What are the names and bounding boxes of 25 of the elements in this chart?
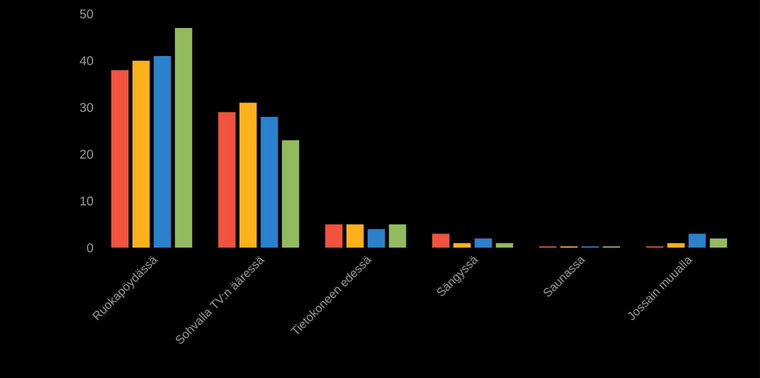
y-tick-label: 20	[80, 150, 94, 159]
bar	[710, 238, 728, 248]
y-tick-label: 0	[87, 243, 94, 252]
bar	[174, 28, 192, 248]
bar	[132, 60, 150, 248]
bar	[496, 243, 514, 248]
bar	[325, 224, 342, 248]
y-tick-label: 50	[80, 9, 94, 18]
y-tick-label: 10	[80, 196, 94, 206]
bar	[368, 229, 385, 248]
y-tick-label: 40	[80, 56, 94, 66]
bar	[688, 234, 706, 248]
bar	[453, 243, 471, 248]
bar	[239, 102, 257, 248]
bar	[260, 116, 278, 248]
bar	[388, 224, 406, 248]
bar	[346, 224, 364, 248]
bar	[667, 243, 685, 248]
bar	[154, 56, 171, 248]
bar	[282, 140, 300, 248]
bar	[218, 112, 236, 248]
y-tick-label: 30	[80, 102, 94, 112]
bar	[432, 234, 450, 248]
bar	[111, 70, 128, 248]
bar	[474, 238, 492, 248]
